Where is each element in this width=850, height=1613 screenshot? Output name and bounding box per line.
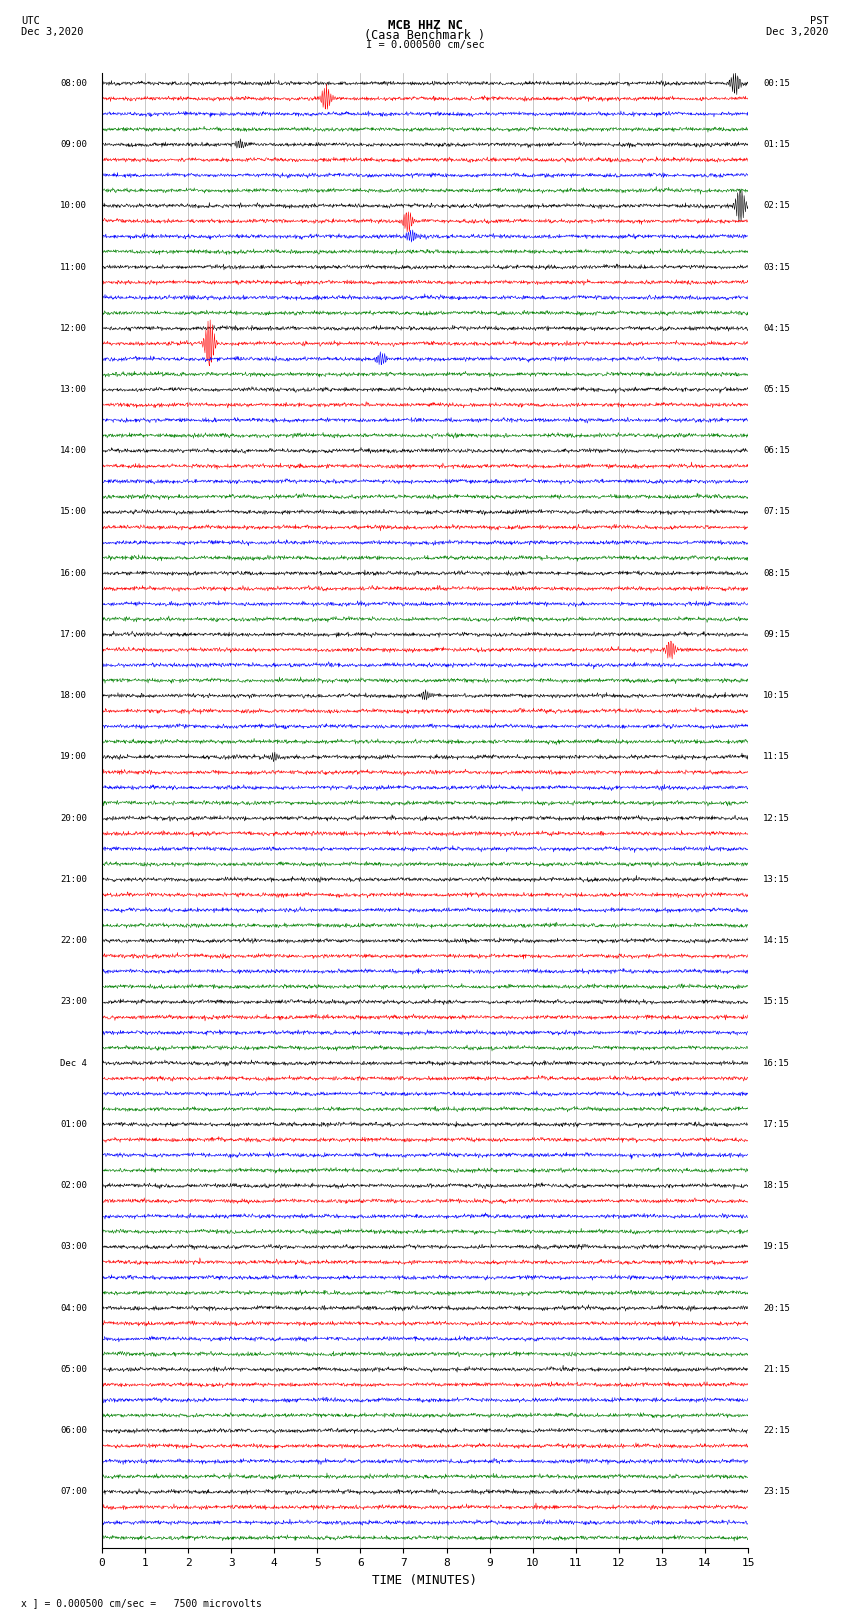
Text: Dec 3,2020: Dec 3,2020 [766,27,829,37]
Text: I = 0.000500 cm/sec: I = 0.000500 cm/sec [366,40,484,50]
Text: 15:15: 15:15 [763,997,790,1007]
Text: 08:15: 08:15 [763,569,790,577]
Text: 04:15: 04:15 [763,324,790,332]
Text: 03:00: 03:00 [60,1242,87,1252]
Text: 01:00: 01:00 [60,1119,87,1129]
Text: 17:00: 17:00 [60,631,87,639]
Text: 15:00: 15:00 [60,508,87,516]
Text: 17:15: 17:15 [763,1119,790,1129]
Text: 21:00: 21:00 [60,874,87,884]
Text: 01:15: 01:15 [763,140,790,148]
Text: 00:15: 00:15 [763,79,790,87]
Text: 10:15: 10:15 [763,692,790,700]
Text: 16:15: 16:15 [763,1058,790,1068]
Text: 19:15: 19:15 [763,1242,790,1252]
Text: 06:15: 06:15 [763,447,790,455]
Text: 18:15: 18:15 [763,1181,790,1190]
Text: 14:15: 14:15 [763,936,790,945]
Text: 23:15: 23:15 [763,1487,790,1497]
X-axis label: TIME (MINUTES): TIME (MINUTES) [372,1574,478,1587]
Text: 07:00: 07:00 [60,1487,87,1497]
Text: 20:00: 20:00 [60,813,87,823]
Text: 22:00: 22:00 [60,936,87,945]
Text: 07:15: 07:15 [763,508,790,516]
Text: 21:15: 21:15 [763,1365,790,1374]
Text: PST: PST [810,16,829,26]
Text: 06:00: 06:00 [60,1426,87,1436]
Text: UTC: UTC [21,16,40,26]
Text: 11:15: 11:15 [763,752,790,761]
Text: 11:00: 11:00 [60,263,87,271]
Text: 09:15: 09:15 [763,631,790,639]
Text: 20:15: 20:15 [763,1303,790,1313]
Text: 14:00: 14:00 [60,447,87,455]
Text: 12:15: 12:15 [763,813,790,823]
Text: 16:00: 16:00 [60,569,87,577]
Text: 03:15: 03:15 [763,263,790,271]
Text: 09:00: 09:00 [60,140,87,148]
Text: 02:00: 02:00 [60,1181,87,1190]
Text: 13:00: 13:00 [60,386,87,394]
Text: MCB HHZ NC: MCB HHZ NC [388,18,462,32]
Text: 19:00: 19:00 [60,752,87,761]
Text: x ] = 0.000500 cm/sec =   7500 microvolts: x ] = 0.000500 cm/sec = 7500 microvolts [21,1598,262,1608]
Text: Dec 3,2020: Dec 3,2020 [21,27,84,37]
Text: 04:00: 04:00 [60,1303,87,1313]
Text: 08:00: 08:00 [60,79,87,87]
Text: 18:00: 18:00 [60,692,87,700]
Text: 05:15: 05:15 [763,386,790,394]
Text: (Casa Benchmark ): (Casa Benchmark ) [365,29,485,42]
Text: 12:00: 12:00 [60,324,87,332]
Text: Dec 4: Dec 4 [60,1058,87,1068]
Text: 22:15: 22:15 [763,1426,790,1436]
Text: 10:00: 10:00 [60,202,87,210]
Text: 13:15: 13:15 [763,874,790,884]
Text: 23:00: 23:00 [60,997,87,1007]
Text: 05:00: 05:00 [60,1365,87,1374]
Text: 02:15: 02:15 [763,202,790,210]
